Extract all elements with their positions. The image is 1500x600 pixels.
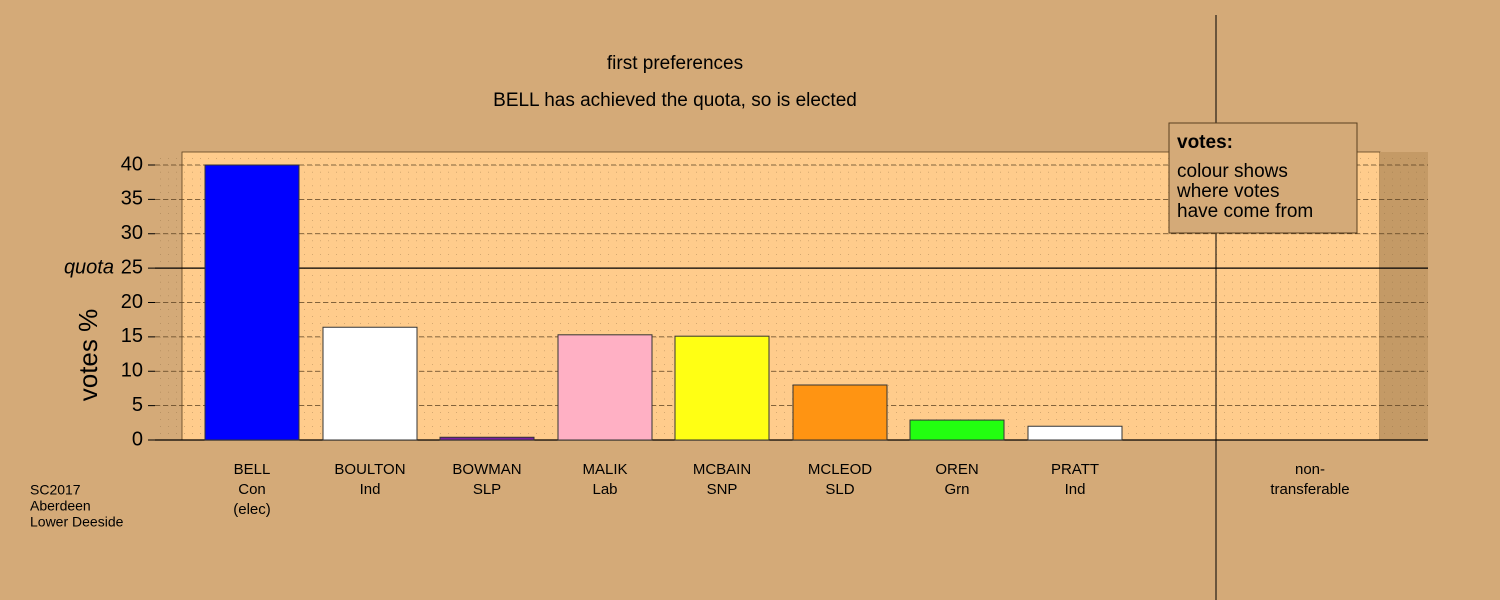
- x-tick-label: BOWMAN: [452, 461, 521, 478]
- bar: [1027, 425, 1123, 441]
- legend-text: where votes: [1176, 181, 1279, 202]
- bar: [909, 419, 1005, 441]
- x-tick-label: Ind: [1065, 481, 1086, 498]
- x-tick-label: SLD: [825, 481, 854, 498]
- bar: [557, 334, 653, 441]
- x-tick-label: SNP: [707, 481, 738, 498]
- y-tick-label: 40: [121, 153, 143, 175]
- x-tick-label: SLP: [473, 481, 501, 498]
- x-tick-label: MALIK: [582, 461, 627, 478]
- source: SC2017: [30, 482, 81, 498]
- x-tick-label: Lab: [592, 481, 617, 498]
- legend: votes: colour shows where votes have com…: [1168, 122, 1358, 234]
- x-tick-label: Con: [238, 481, 266, 498]
- x-tick-label: PRATT: [1051, 461, 1099, 478]
- y-tick-label: 20: [121, 291, 143, 313]
- bar: [674, 335, 770, 441]
- bar: [204, 164, 300, 441]
- y-tick-label: 15: [121, 325, 143, 347]
- quota-label: quota: [64, 256, 114, 278]
- x-tick-label: Grn: [944, 481, 969, 498]
- x-tick-label: OREN: [935, 461, 978, 478]
- y-tick-label: 5: [132, 394, 143, 416]
- bar: [439, 436, 535, 441]
- legend-box: [1168, 122, 1358, 234]
- x-tick-label: BELL: [234, 461, 271, 478]
- y-tick-label: 25: [121, 256, 143, 278]
- x-tick-label: (elec): [233, 501, 271, 518]
- y-axis-label: votes %: [73, 309, 103, 402]
- bar: [792, 384, 888, 441]
- source: Lower Deeside: [30, 514, 124, 530]
- y-tick-label: 35: [121, 188, 143, 210]
- x-tick-label: non-: [1295, 461, 1325, 478]
- x-tick-label: MCLEOD: [808, 461, 872, 478]
- source: Aberdeen: [30, 498, 91, 514]
- x-tick-label: Ind: [360, 481, 381, 498]
- y-tick-label: 0: [132, 428, 143, 450]
- bar: [322, 326, 418, 441]
- x-tick-label: MCBAIN: [693, 461, 751, 478]
- legend-text: colour shows: [1177, 161, 1288, 182]
- y-tick-label: 30: [121, 222, 143, 244]
- chart-subtitle: BELL has achieved the quota, so is elect…: [493, 90, 857, 111]
- chart-title: first preferences: [607, 53, 743, 74]
- x-tick-label: BOULTON: [334, 461, 405, 478]
- y-tick-label: 10: [121, 360, 143, 382]
- legend-text: have come from: [1177, 201, 1313, 222]
- x-tick-label: transferable: [1270, 481, 1349, 498]
- legend-title: votes:: [1177, 132, 1233, 153]
